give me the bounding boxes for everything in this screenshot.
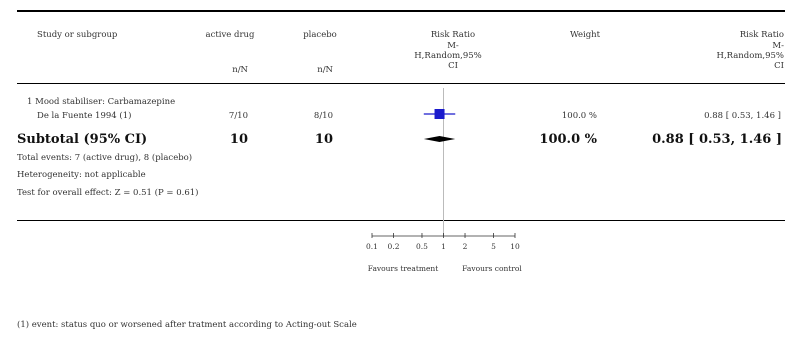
footnote: (1) event: status quo or worsened after … — [17, 320, 357, 330]
subgroup-title: 1 Mood stabiliser: Carbamazepine — [27, 97, 176, 107]
pooled-diamond — [423, 136, 456, 142]
bottom-rule — [17, 220, 785, 221]
study-placebo: 8/10 — [313, 111, 333, 121]
header-weight: Weight — [569, 30, 601, 40]
header-rr2-line1: Risk Ratio — [739, 30, 784, 40]
header-active: active drug — [205, 30, 255, 40]
header-placebo-sub: n/N — [317, 65, 333, 75]
header-active-sub: n/N — [232, 65, 248, 75]
header-rr-line2: M- — [447, 41, 459, 51]
x-tick-label: 0.1 — [366, 242, 378, 251]
study-name: De la Fuente 1994 (1) — [37, 111, 132, 121]
x-tick-label: 0.5 — [416, 242, 428, 251]
study-active: 7/10 — [228, 111, 248, 121]
subtotal-weight: 100.0 % — [539, 132, 597, 147]
x-tick-label: 10 — [510, 242, 520, 251]
x-tick-label: 2 — [463, 242, 468, 251]
header-rr2-line3: H,Random,95% — [716, 51, 784, 61]
favours-left: Favours treatment — [367, 264, 439, 273]
x-tick-label: 5 — [491, 242, 496, 251]
header-rr2-line2: M- — [772, 41, 784, 51]
header-rule — [17, 83, 785, 84]
subtotal-placebo: 10 — [314, 132, 333, 147]
header-study: Study or subgroup — [37, 30, 118, 40]
header-rr-line1: Risk Ratio — [430, 30, 476, 40]
study-rr: 0.88 [ 0.53, 1.46 ] — [704, 111, 781, 121]
heterogeneity: Heterogeneity: not applicable — [17, 170, 146, 180]
subtotal-active: 10 — [229, 132, 248, 147]
study-weight: 100.0 % — [561, 111, 597, 121]
header-placebo: placebo — [303, 30, 337, 40]
top-rule — [17, 10, 785, 12]
header-rr-line4: CI — [448, 61, 458, 71]
subtotal-label: Subtotal (95% CI) — [17, 132, 148, 147]
header-rr2-line4: CI — [774, 61, 784, 71]
study-marker — [434, 109, 445, 119]
subtotal-rr: 0.88 [ 0.53, 1.46 ] — [652, 132, 782, 147]
overall-effect: Test for overall effect: Z = 0.51 (P = 0… — [17, 188, 199, 198]
header-rr-line3: H,Random,95% — [414, 51, 482, 61]
x-tick-label: 0.2 — [388, 242, 400, 251]
total-events: Total events: 7 (active drug), 8 (placeb… — [17, 153, 193, 163]
x-tick-label: 1 — [441, 242, 446, 251]
favours-right: Favours control — [462, 264, 522, 273]
